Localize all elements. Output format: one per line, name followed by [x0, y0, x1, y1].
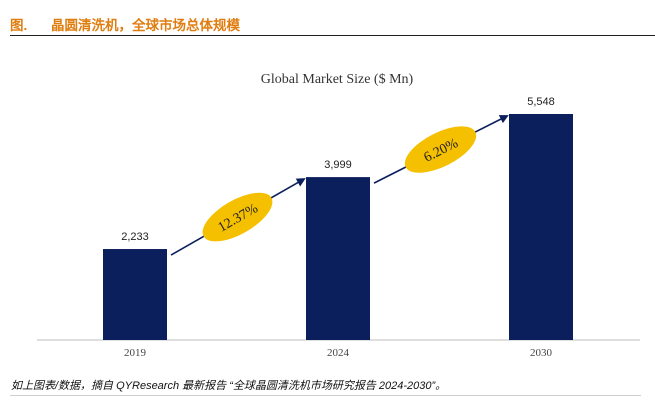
source-note: 如上图表/数据，摘自 QYResearch 最新报告 “全球晶圆清洗机市场研究报… — [11, 380, 447, 392]
cagr-badge-1 — [202, 192, 273, 242]
x-tick-2030: 2030 — [530, 347, 553, 359]
figure-title: 晶圆清洗机，全球市场总体规模 — [51, 18, 241, 33]
value-label-2019: 2,233 — [121, 231, 149, 243]
chart-title: Global Market Size ($ Mn) — [261, 72, 414, 87]
figure-label: 图. — [10, 18, 28, 33]
header-divider — [10, 35, 655, 36]
cagr-badge-2 — [404, 126, 477, 173]
value-label-2030: 5,548 — [527, 96, 555, 108]
footer-divider — [10, 395, 641, 396]
bar-2030 — [509, 114, 573, 340]
figure-header: 图. 晶圆清洗机，全球市场总体规模 — [10, 14, 655, 36]
bar-2024 — [306, 177, 370, 340]
x-tick-2024: 2024 — [327, 347, 350, 359]
value-label-2024: 3,999 — [324, 159, 352, 171]
x-tick-2019: 2019 — [124, 347, 147, 359]
bar-2019 — [103, 249, 167, 340]
